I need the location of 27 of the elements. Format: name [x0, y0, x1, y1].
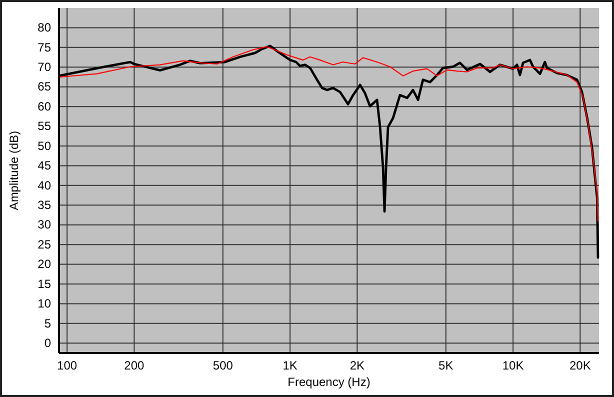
x-axis-title: Frequency (Hz)	[288, 375, 370, 389]
x-tick-label: 2K	[350, 358, 365, 373]
y-tick-label: 40	[38, 178, 52, 192]
y-tick-label: 30	[38, 218, 52, 232]
y-tick-label: 45	[38, 158, 52, 173]
y-tick-label: 75	[38, 40, 52, 54]
y-tick-label: 65	[38, 80, 52, 94]
y-tick-label: 20	[38, 257, 52, 272]
x-tick-label: 100	[57, 358, 78, 373]
y-tick-label: 0	[44, 336, 52, 350]
x-tick-label: 500	[212, 358, 234, 373]
y-tick-label: 55	[38, 119, 52, 134]
x-tick-label: 200	[124, 358, 145, 373]
y-tick-label: 70	[38, 60, 52, 74]
x-tick-label: 5K	[438, 358, 454, 373]
x-tick-label: 10K	[502, 358, 524, 373]
x-tick-label: 20K	[569, 358, 591, 373]
y-tick-label: 15	[38, 276, 52, 291]
y-tick-label: 80	[38, 20, 52, 35]
y-tick-label: 50	[38, 138, 52, 153]
y-tick-label: 10	[38, 296, 52, 311]
y-tick-label: 25	[38, 237, 52, 252]
y-tick-label: 5	[44, 316, 52, 330]
y-axis-title: Amplitude (dB)	[7, 130, 21, 210]
x-tick-label: 1K	[282, 358, 298, 373]
y-tick-label: 35	[38, 198, 52, 212]
y-tick-label: 60	[38, 99, 52, 114]
